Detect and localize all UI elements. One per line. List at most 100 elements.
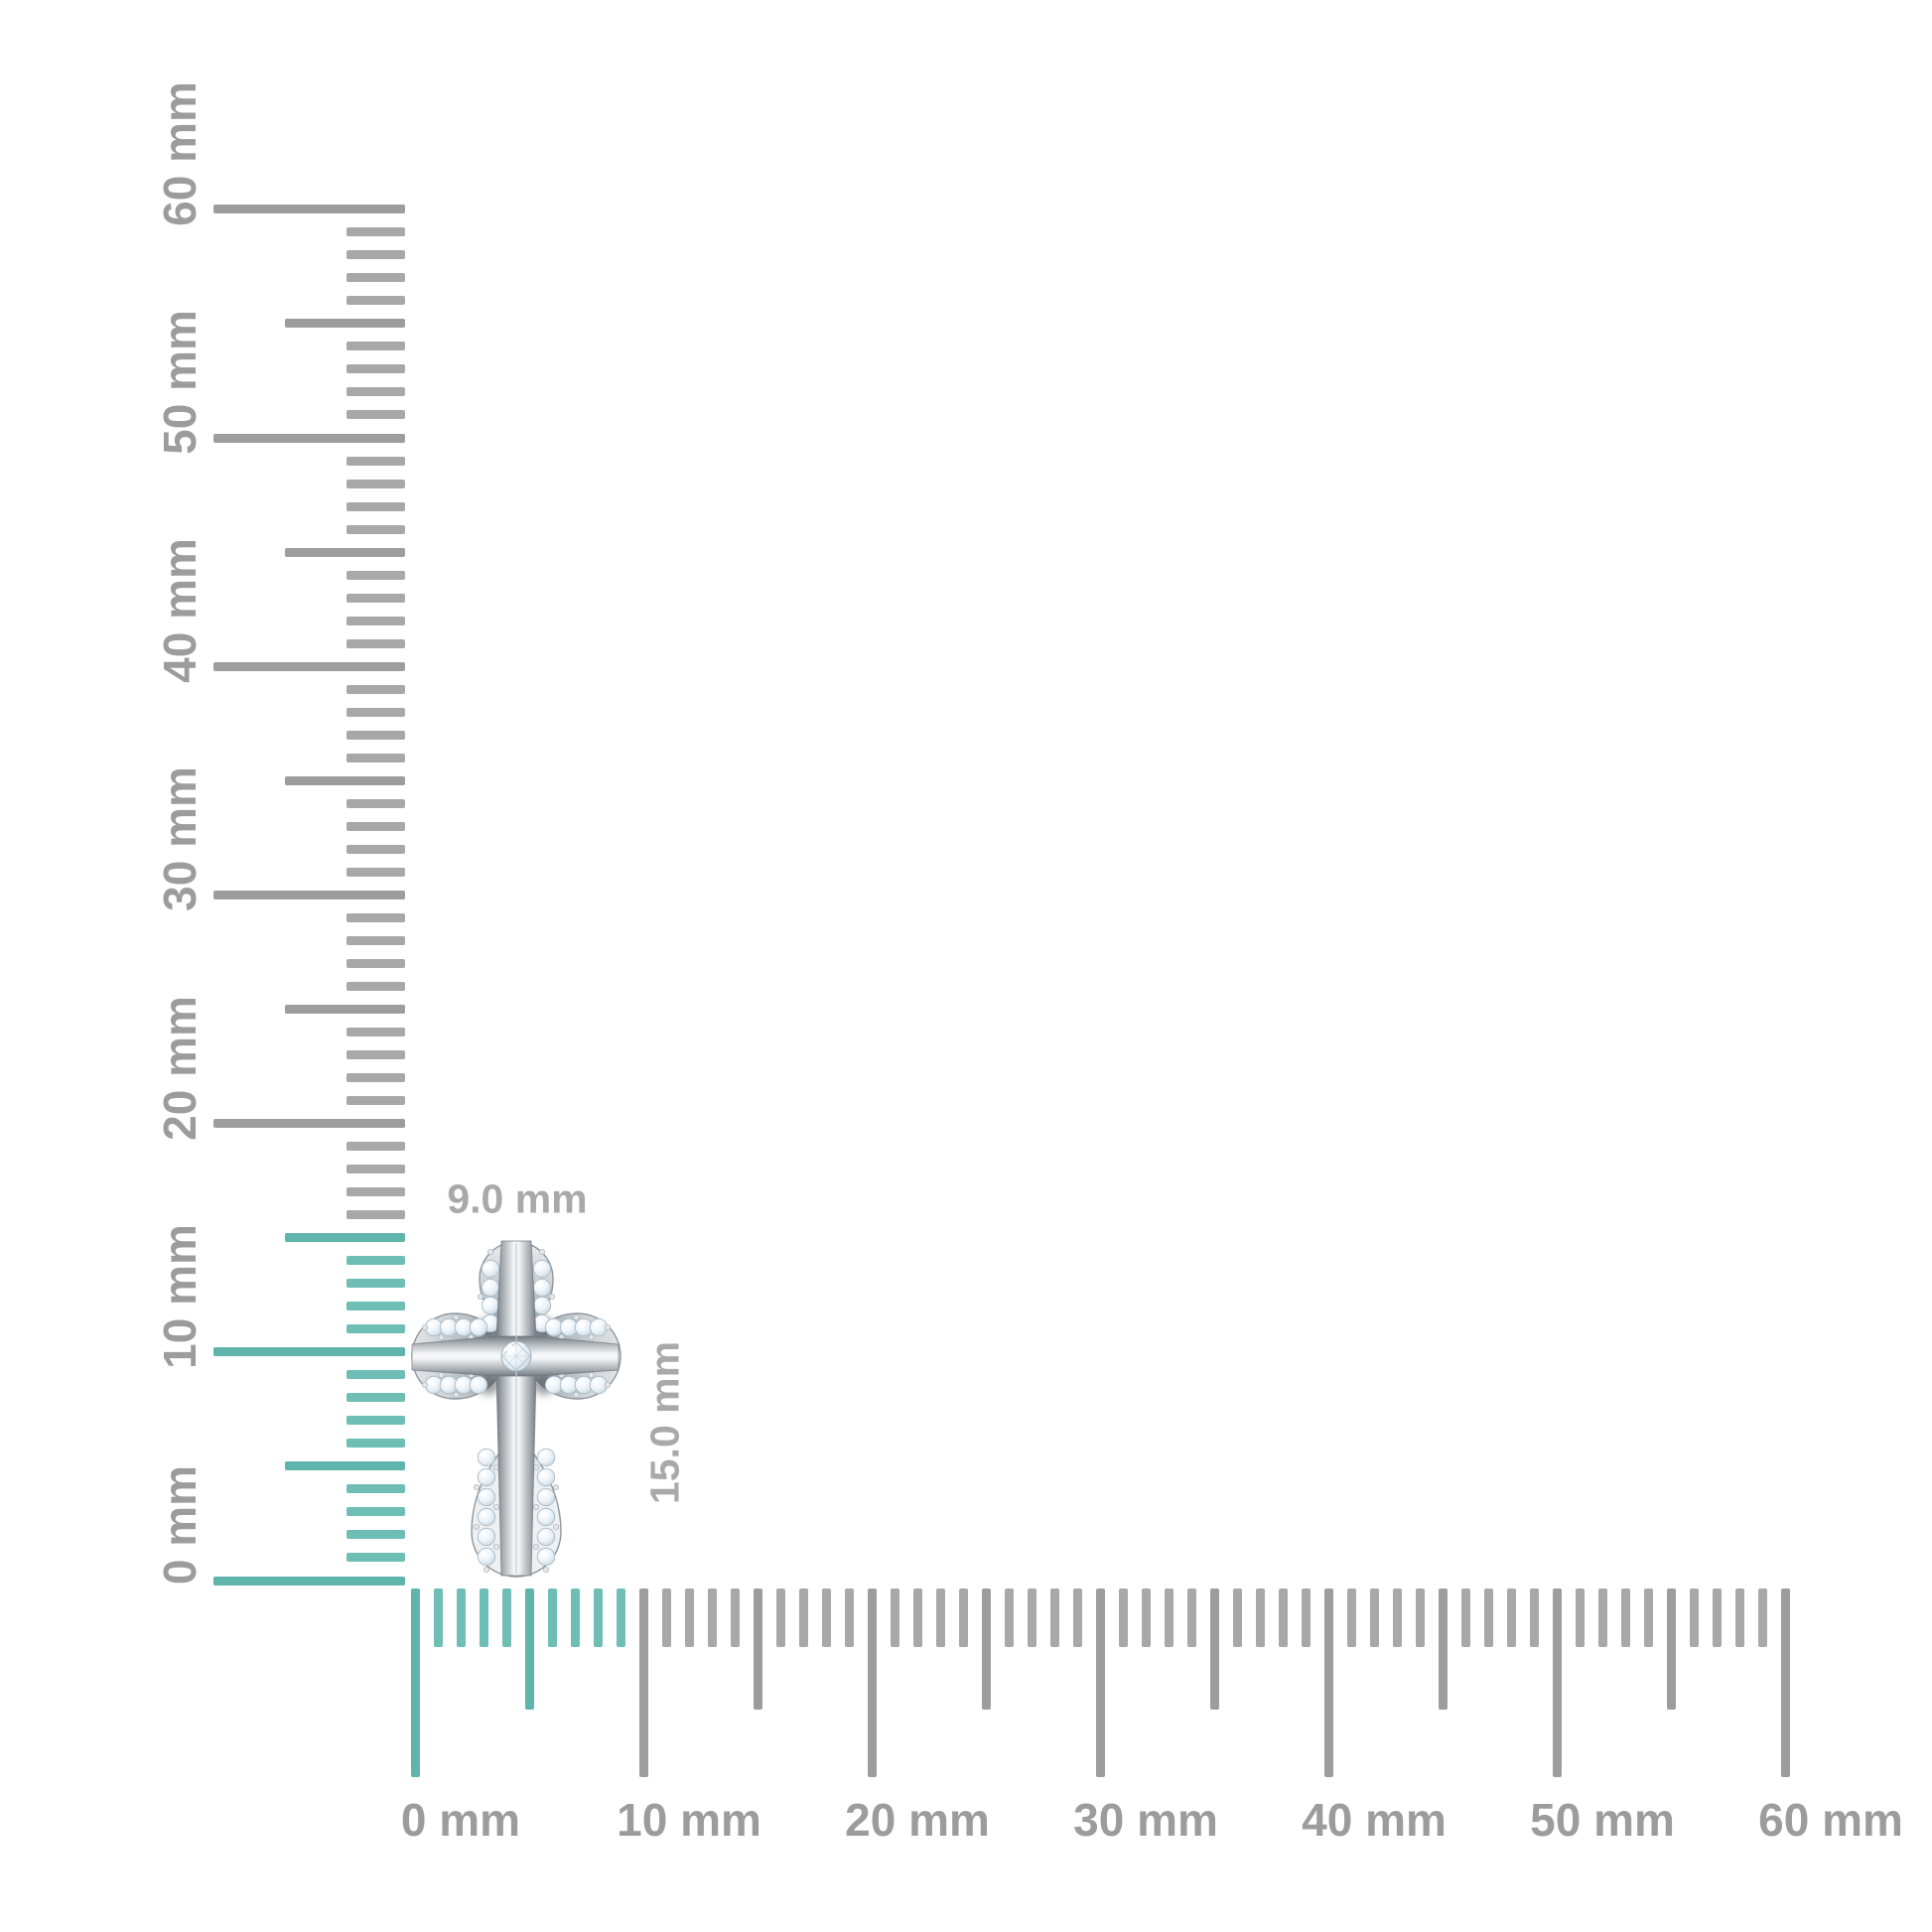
h-ruler-tick-2mm: [456, 1588, 466, 1647]
h-ruler-tick-15mm: [753, 1588, 762, 1710]
v-ruler-tick-36mm: [346, 753, 405, 762]
v-ruler-tick-31mm: [346, 867, 405, 877]
h-ruler-tick-28mm: [1049, 1588, 1059, 1647]
h-ruler-tick-48mm: [1506, 1588, 1516, 1647]
v-ruler-tick-11mm: [346, 1324, 405, 1334]
h-ruler-tick-41mm: [1346, 1588, 1356, 1647]
h-ruler-tick-5mm: [524, 1588, 534, 1710]
h-ruler-tick-26mm: [1004, 1588, 1014, 1647]
v-ruler-tick-21mm: [346, 1096, 405, 1106]
v-ruler-tick-17mm: [346, 1187, 405, 1197]
h-ruler-tick-22mm: [912, 1588, 922, 1647]
v-ruler-label-40mm: 40 mm: [154, 538, 206, 684]
v-ruler-tick-44mm: [346, 570, 405, 580]
v-ruler-tick-35mm: [285, 775, 405, 785]
v-ruler-tick-53mm: [346, 364, 405, 374]
h-ruler-tick-18mm: [821, 1588, 831, 1647]
v-ruler-tick-46mm: [346, 524, 405, 534]
h-ruler-tick-14mm: [730, 1588, 740, 1647]
v-ruler-tick-43mm: [346, 593, 405, 603]
h-ruler-tick-12mm: [684, 1588, 694, 1647]
v-ruler-tick-0mm: [213, 1576, 405, 1586]
h-ruler-tick-37mm: [1255, 1588, 1265, 1647]
v-ruler-tick-32mm: [346, 844, 405, 854]
h-ruler-tick-27mm: [1027, 1588, 1036, 1647]
pave-diamonds: [421, 1248, 612, 1574]
v-ruler-tick-56mm: [346, 296, 405, 306]
h-ruler-label-30mm: 30 mm: [1073, 1794, 1218, 1846]
v-ruler-tick-33mm: [346, 821, 405, 831]
center-diamond: [500, 1340, 532, 1372]
h-ruler-tick-35mm: [1209, 1588, 1219, 1710]
v-ruler-tick-52mm: [346, 387, 405, 397]
v-ruler-label-0mm: 0 mm: [154, 1464, 206, 1586]
diamond-cross-pendant: [411, 1240, 621, 1578]
v-ruler-tick-14mm: [346, 1256, 405, 1266]
h-ruler-tick-55mm: [1666, 1588, 1676, 1710]
h-ruler-tick-23mm: [935, 1588, 945, 1647]
v-ruler-tick-9mm: [346, 1370, 405, 1380]
h-ruler-tick-11mm: [661, 1588, 671, 1647]
v-ruler-tick-57mm: [346, 273, 405, 283]
h-ruler-tick-10mm: [638, 1588, 648, 1777]
h-ruler-tick-47mm: [1483, 1588, 1493, 1647]
h-ruler-tick-13mm: [707, 1588, 717, 1647]
v-ruler-tick-27mm: [346, 958, 405, 968]
v-ruler-tick-22mm: [346, 1073, 405, 1083]
h-ruler-tick-1mm: [433, 1588, 443, 1647]
h-ruler-tick-54mm: [1643, 1588, 1653, 1647]
v-ruler-tick-38mm: [346, 707, 405, 717]
h-ruler-tick-59mm: [1757, 1588, 1767, 1647]
h-ruler-tick-9mm: [616, 1588, 625, 1647]
h-ruler-label-50mm: 50 mm: [1530, 1794, 1675, 1846]
v-ruler-label-60mm: 60 mm: [154, 80, 206, 226]
v-ruler-tick-48mm: [346, 479, 405, 488]
h-ruler-tick-17mm: [798, 1588, 808, 1647]
h-ruler-tick-46mm: [1460, 1588, 1470, 1647]
h-ruler-tick-39mm: [1301, 1588, 1311, 1647]
v-ruler-label-50mm: 50 mm: [154, 310, 206, 455]
h-ruler-tick-50mm: [1552, 1588, 1562, 1777]
v-ruler-tick-54mm: [346, 342, 405, 351]
h-ruler-tick-8mm: [593, 1588, 603, 1647]
v-ruler-tick-23mm: [346, 1050, 405, 1060]
v-ruler-tick-40mm: [213, 661, 405, 671]
v-ruler-label-30mm: 30 mm: [154, 766, 206, 912]
v-ruler-tick-49mm: [346, 456, 405, 466]
h-ruler-tick-52mm: [1597, 1588, 1607, 1647]
h-ruler-tick-32mm: [1141, 1588, 1151, 1647]
v-ruler-tick-41mm: [346, 638, 405, 648]
h-ruler-tick-60mm: [1780, 1588, 1790, 1777]
h-ruler-tick-49mm: [1529, 1588, 1539, 1647]
h-ruler-tick-44mm: [1415, 1588, 1425, 1647]
v-ruler-tick-42mm: [346, 616, 405, 625]
v-ruler-tick-2mm: [346, 1530, 405, 1540]
h-ruler-tick-53mm: [1620, 1588, 1630, 1647]
v-ruler-tick-5mm: [285, 1461, 405, 1471]
v-ruler-tick-18mm: [346, 1165, 405, 1174]
v-ruler-tick-39mm: [346, 684, 405, 694]
v-ruler-tick-16mm: [346, 1210, 405, 1220]
h-ruler-tick-51mm: [1575, 1588, 1585, 1647]
v-ruler-tick-3mm: [346, 1507, 405, 1517]
h-ruler-tick-43mm: [1392, 1588, 1402, 1647]
h-ruler-tick-36mm: [1232, 1588, 1242, 1647]
h-ruler-tick-6mm: [547, 1588, 557, 1647]
h-ruler-label-20mm: 20 mm: [845, 1794, 990, 1846]
v-ruler-tick-30mm: [213, 890, 405, 899]
v-ruler-tick-20mm: [213, 1119, 405, 1129]
v-ruler-tick-50mm: [213, 433, 405, 443]
v-ruler-tick-26mm: [346, 981, 405, 991]
h-ruler-tick-45mm: [1438, 1588, 1448, 1710]
v-ruler-tick-7mm: [346, 1416, 405, 1426]
h-ruler-tick-29mm: [1072, 1588, 1082, 1647]
h-ruler-tick-21mm: [890, 1588, 899, 1647]
h-ruler-tick-31mm: [1118, 1588, 1128, 1647]
h-ruler-label-40mm: 40 mm: [1302, 1794, 1447, 1846]
h-ruler-tick-40mm: [1323, 1588, 1333, 1777]
v-ruler-tick-55mm: [285, 319, 405, 329]
v-ruler-tick-13mm: [346, 1279, 405, 1289]
v-ruler-tick-60mm: [213, 205, 405, 214]
v-ruler-tick-25mm: [285, 1005, 405, 1014]
